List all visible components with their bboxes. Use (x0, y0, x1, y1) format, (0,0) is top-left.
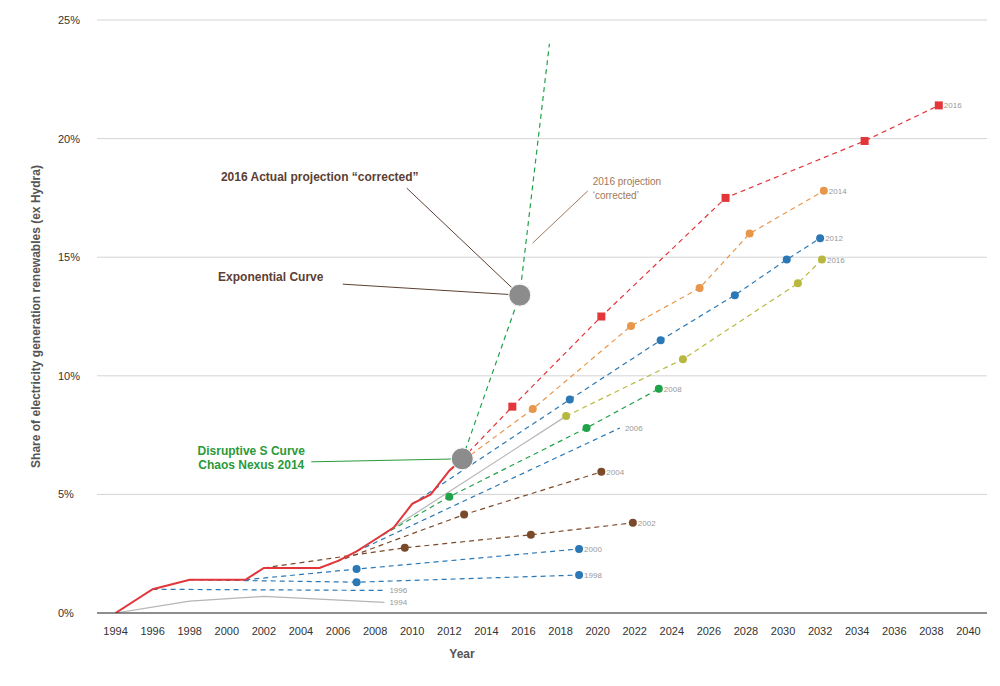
svg-text:2004: 2004 (606, 468, 624, 477)
svg-text:0%: 0% (58, 607, 74, 619)
svg-text:2022: 2022 (622, 625, 646, 637)
svg-text:2016: 2016 (944, 101, 962, 110)
svg-text:2000: 2000 (584, 545, 602, 554)
svg-text:Exponential Curve: Exponential Curve (218, 270, 324, 284)
svg-text:2028: 2028 (734, 625, 758, 637)
svg-text:2016: 2016 (827, 256, 845, 265)
svg-text:2016: 2016 (511, 625, 535, 637)
svg-text:2010: 2010 (400, 625, 424, 637)
svg-text:1998: 1998 (177, 625, 201, 637)
svg-text:1996: 1996 (389, 586, 407, 595)
svg-text:1994: 1994 (103, 625, 127, 637)
svg-text:2006: 2006 (326, 625, 350, 637)
svg-text:2012: 2012 (437, 625, 461, 637)
svg-text:2002: 2002 (252, 625, 276, 637)
svg-text:2002: 2002 (638, 519, 656, 528)
svg-text:2004: 2004 (289, 625, 313, 637)
svg-text:20%: 20% (58, 133, 80, 145)
svg-text:15%: 15% (58, 251, 80, 263)
svg-text:2034: 2034 (845, 625, 869, 637)
svg-text:1994: 1994 (389, 598, 407, 607)
svg-text:Chaos Nexus 2014: Chaos Nexus 2014 (198, 458, 304, 472)
svg-text:25%: 25% (58, 14, 80, 26)
svg-text:2016 Actual projection “correc: 2016 Actual projection “corrected” (221, 170, 419, 184)
svg-text:2030: 2030 (771, 625, 795, 637)
svg-text:2038: 2038 (919, 625, 943, 637)
svg-text:2040: 2040 (956, 625, 980, 637)
svg-text:Year: Year (449, 647, 475, 661)
svg-text:2026: 2026 (697, 625, 721, 637)
svg-text:2024: 2024 (660, 625, 684, 637)
svg-text:Share of electricity generatio: Share of electricity generation renewabl… (29, 165, 43, 468)
svg-text:5%: 5% (58, 488, 74, 500)
svg-text:Disruptive S Curve: Disruptive S Curve (198, 444, 306, 458)
svg-text:2014: 2014 (474, 625, 498, 637)
svg-text:2006: 2006 (625, 424, 643, 433)
svg-text:2008: 2008 (664, 385, 682, 394)
svg-text:2008: 2008 (363, 625, 387, 637)
svg-text:2032: 2032 (808, 625, 832, 637)
svg-text:1996: 1996 (140, 625, 164, 637)
svg-text:2014: 2014 (829, 187, 847, 196)
svg-text:10%: 10% (58, 370, 80, 382)
svg-text:2012: 2012 (825, 234, 843, 243)
svg-text:‘corrected’: ‘corrected’ (593, 190, 639, 201)
svg-text:2036: 2036 (882, 625, 906, 637)
svg-text:2020: 2020 (585, 625, 609, 637)
svg-text:2016 projection: 2016 projection (593, 176, 661, 187)
svg-text:2018: 2018 (548, 625, 572, 637)
svg-text:2000: 2000 (215, 625, 239, 637)
svg-text:1998: 1998 (584, 571, 602, 580)
